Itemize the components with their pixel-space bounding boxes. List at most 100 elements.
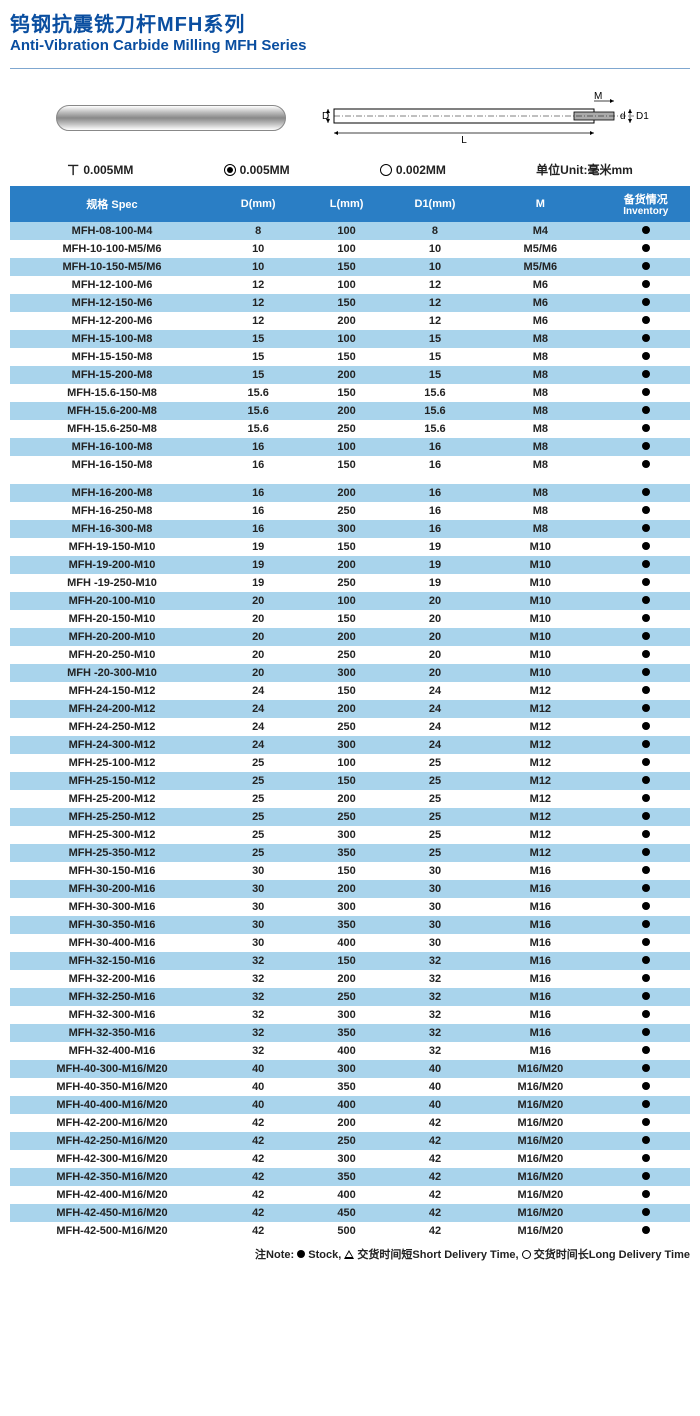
table-row: MFH-08-100-M481008M4 — [10, 222, 690, 240]
table-row: MFH-32-300-M163230032M16 — [10, 1006, 690, 1024]
table-row: MFH-16-200-M81620016M8 — [10, 484, 690, 502]
cell-spec: MFH-30-150-M16 — [10, 862, 214, 880]
stock-dot-icon — [642, 460, 650, 468]
table-row: MFH-32-250-M163225032M16 — [10, 988, 690, 1006]
cell-inventory — [602, 736, 690, 754]
cell-spec: MFH-15.6-200-M8 — [10, 402, 214, 420]
cell-d1: 25 — [391, 826, 479, 844]
cell-l: 350 — [302, 844, 390, 862]
cell-l: 250 — [302, 420, 390, 438]
cell-m: M16 — [479, 1042, 601, 1060]
cell-d1: 42 — [391, 1114, 479, 1132]
cell-d: 16 — [214, 484, 302, 502]
cell-m: M5/M6 — [479, 240, 601, 258]
cell-inventory — [602, 402, 690, 420]
cell-inventory — [602, 520, 690, 538]
cell-d1: 40 — [391, 1060, 479, 1078]
cell-inventory — [602, 502, 690, 520]
cell-inventory — [602, 438, 690, 456]
cell-spec: MFH-42-500-M16/M20 — [10, 1222, 214, 1240]
cell-d1: 12 — [391, 276, 479, 294]
cell-l: 300 — [302, 520, 390, 538]
cell-l: 300 — [302, 664, 390, 682]
cell-inventory — [602, 880, 690, 898]
cell-inventory — [602, 1006, 690, 1024]
cell-d1: 42 — [391, 1168, 479, 1186]
cell-l: 300 — [302, 1060, 390, 1078]
cell-l: 300 — [302, 1150, 390, 1168]
cell-m: M16 — [479, 1024, 601, 1042]
cell-d1: 20 — [391, 610, 479, 628]
table-row: MFH-25-250-M122525025M12 — [10, 808, 690, 826]
cell-l: 150 — [302, 348, 390, 366]
cell-inventory — [602, 1186, 690, 1204]
cell-spec: MFH-25-200-M12 — [10, 790, 214, 808]
cell-d: 24 — [214, 682, 302, 700]
cell-inventory — [602, 700, 690, 718]
cell-d: 19 — [214, 574, 302, 592]
cell-d1: 42 — [391, 1186, 479, 1204]
stock-dot-icon — [642, 1226, 650, 1234]
cell-d: 24 — [214, 700, 302, 718]
stock-dot-icon — [642, 650, 650, 658]
cell-inventory — [602, 1150, 690, 1168]
divider — [10, 68, 690, 69]
cell-d: 20 — [214, 592, 302, 610]
cell-d1: 42 — [391, 1204, 479, 1222]
cell-d: 19 — [214, 538, 302, 556]
cell-d: 30 — [214, 862, 302, 880]
cell-spec: MFH-30-400-M16 — [10, 934, 214, 952]
table-row: MFH-40-350-M16/M204035040M16/M20 — [10, 1078, 690, 1096]
cell-inventory — [602, 384, 690, 402]
cell-m: M10 — [479, 538, 601, 556]
diagram-row: L D M d D1 — [10, 87, 690, 149]
concentricity-icon — [224, 164, 236, 176]
cell-m: M10 — [479, 646, 601, 664]
cell-d1: 20 — [391, 646, 479, 664]
cell-d1: 30 — [391, 934, 479, 952]
cell-spec: MFH-15-150-M8 — [10, 348, 214, 366]
cell-m: M8 — [479, 438, 601, 456]
col-m: M — [479, 186, 601, 222]
cell-d: 16 — [214, 502, 302, 520]
col-inventory: 备货情况Inventory — [602, 186, 690, 222]
table-row: MFH-16-100-M81610016M8 — [10, 438, 690, 456]
cell-d: 20 — [214, 610, 302, 628]
cell-m: M6 — [479, 312, 601, 330]
cell-spec: MFH-32-350-M16 — [10, 1024, 214, 1042]
cell-d1: 20 — [391, 664, 479, 682]
svg-text:d: d — [620, 111, 626, 122]
cell-d1: 10 — [391, 240, 479, 258]
stock-dot-icon — [642, 956, 650, 964]
table-row: MFH-32-150-M163215032M16 — [10, 952, 690, 970]
table-row: MFH-24-250-M122425024M12 — [10, 718, 690, 736]
cell-inventory — [602, 1024, 690, 1042]
svg-text:M: M — [594, 91, 602, 102]
cell-l: 150 — [302, 456, 390, 474]
stock-dot-icon — [642, 902, 650, 910]
cell-inventory — [602, 312, 690, 330]
cell-d1: 32 — [391, 1024, 479, 1042]
cell-l: 200 — [302, 484, 390, 502]
table-row: MFH-20-250-M102025020M10 — [10, 646, 690, 664]
cell-m: M8 — [479, 502, 601, 520]
stock-dot-icon — [642, 406, 650, 414]
cell-l: 100 — [302, 330, 390, 348]
cell-spec: MFH-32-150-M16 — [10, 952, 214, 970]
cell-d1: 20 — [391, 592, 479, 610]
stock-dot-icon — [642, 1100, 650, 1108]
cell-m: M16/M20 — [479, 1132, 601, 1150]
stock-dot-icon — [642, 866, 650, 874]
stock-dot-icon — [642, 424, 650, 432]
table-row: MFH-42-250-M16/M204225042M16/M20 — [10, 1132, 690, 1150]
cell-d1: 25 — [391, 844, 479, 862]
cell-m: M8 — [479, 348, 601, 366]
cell-d1: 25 — [391, 754, 479, 772]
cell-l: 300 — [302, 898, 390, 916]
cell-inventory — [602, 844, 690, 862]
stock-dot-icon — [642, 334, 650, 342]
cell-l: 250 — [302, 502, 390, 520]
cell-l: 250 — [302, 1132, 390, 1150]
cell-inventory — [602, 682, 690, 700]
cell-m: M12 — [479, 754, 601, 772]
